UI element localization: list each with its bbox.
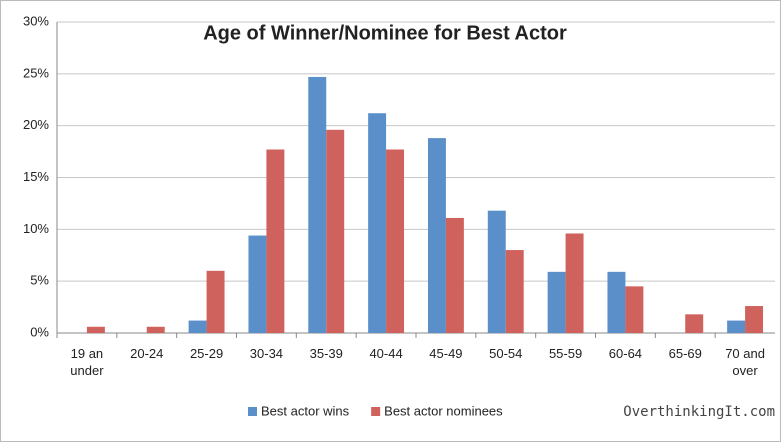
bar (266, 149, 285, 333)
legend-swatch (248, 407, 257, 416)
bar (248, 235, 267, 333)
bar (607, 271, 626, 333)
bar (188, 320, 207, 333)
bar (86, 326, 105, 333)
x-tick-label: 19 an under (70, 346, 104, 378)
y-tick-label: 15% (23, 169, 49, 184)
bar (326, 129, 345, 333)
y-tick-label: 25% (23, 65, 49, 80)
x-tick-label: 65-69 (668, 346, 702, 361)
x-tick-label: 60-64 (608, 346, 643, 361)
watermark: OverthinkingIt.com (623, 404, 775, 420)
bar (625, 286, 644, 333)
chart-title: Age of Winner/Nominee for Best Actor (203, 22, 567, 44)
bar (727, 320, 746, 333)
y-tick-label: 10% (23, 221, 49, 236)
bar (745, 306, 764, 333)
y-tick-label: 5% (30, 273, 49, 288)
legend-label: Best actor nominees (384, 403, 503, 418)
bar (505, 250, 524, 333)
y-tick-label: 30% (23, 13, 49, 28)
bar (308, 76, 327, 334)
bar (685, 314, 704, 333)
x-tick-label: 55-59 (548, 346, 583, 361)
y-tick-label: 20% (23, 117, 49, 132)
bar (427, 138, 446, 333)
x-tick-label: 30-34 (249, 346, 284, 361)
x-tick-label: 25-29 (189, 346, 224, 361)
bar (146, 326, 165, 333)
x-tick-label: 50-54 (489, 346, 523, 361)
legend-label: Best actor wins (261, 403, 350, 418)
x-tick-label: 40-44 (369, 346, 403, 361)
bar (487, 210, 506, 333)
bar (565, 233, 584, 333)
x-tick-label: 35-39 (309, 346, 343, 361)
x-tick-label: 20-24 (130, 346, 164, 361)
bar (386, 149, 405, 333)
x-tick-label: 45-49 (429, 346, 463, 361)
legend-swatch (371, 407, 381, 416)
bar (445, 217, 464, 333)
bar (547, 271, 566, 333)
y-tick-label: 0% (30, 324, 49, 339)
x-tick-label: 70 and over (725, 346, 765, 378)
bar (368, 113, 387, 333)
bar (206, 270, 225, 333)
